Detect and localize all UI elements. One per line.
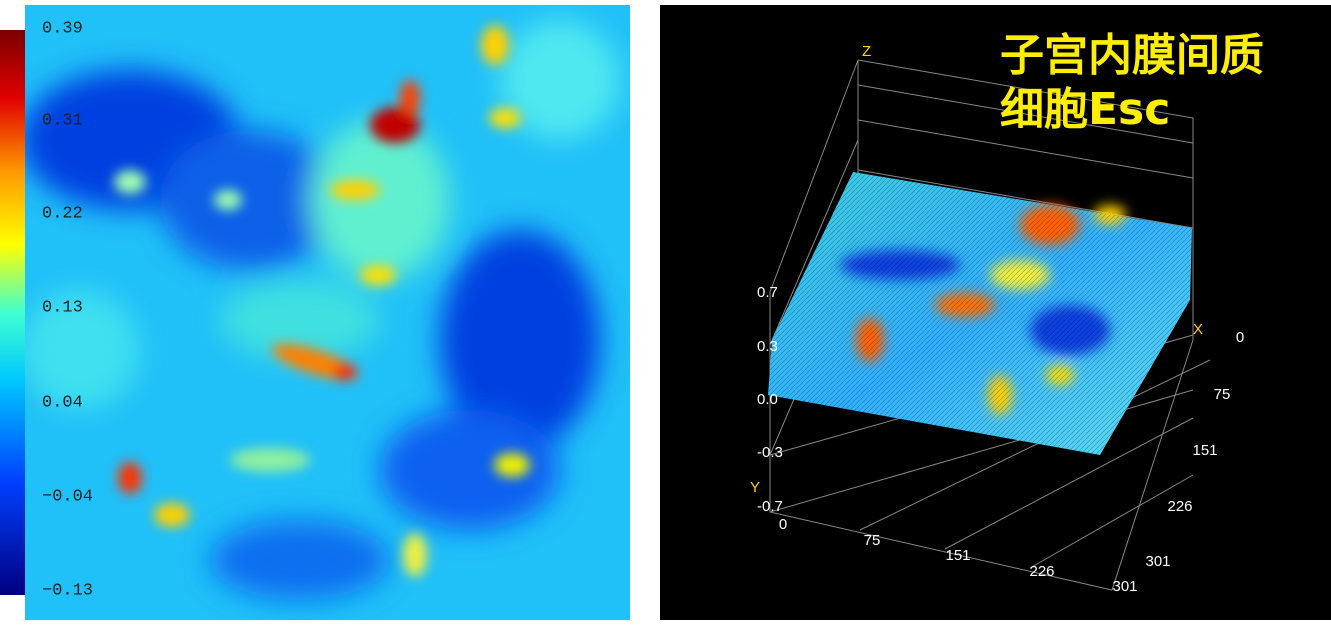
bottom-tick-label: 75 bbox=[864, 532, 881, 549]
z-tick-label: -0.3 bbox=[757, 444, 783, 461]
surface-labels: 子宫内膜间质细胞EscZYX0.70.30.0-0.3-0.7075151226… bbox=[750, 30, 1264, 595]
colorbar-tick-label: 0.22 bbox=[42, 204, 83, 223]
axis-label: Z bbox=[862, 43, 871, 60]
bottom-tick-label: 301 bbox=[1112, 578, 1137, 595]
z-tick-label: 0.7 bbox=[757, 284, 778, 301]
z-tick-label: 0.3 bbox=[757, 338, 778, 355]
heatmap bbox=[25, 5, 630, 620]
side-tick-label: 301 bbox=[1145, 553, 1170, 570]
bottom-tick-label: 226 bbox=[1029, 563, 1054, 580]
colorbar-tick-label: 0.13 bbox=[42, 298, 83, 317]
title-line: 子宫内膜间质 bbox=[1000, 30, 1264, 81]
colorbar-tick-label: −0.13 bbox=[42, 581, 93, 600]
side-tick-label: 151 bbox=[1192, 442, 1217, 459]
side-tick-label: 226 bbox=[1167, 498, 1192, 515]
side-tick-label: 0 bbox=[1236, 329, 1244, 346]
colorbar-tick-label: 0.04 bbox=[42, 393, 83, 412]
surface bbox=[768, 172, 1192, 455]
side-tick-label: 75 bbox=[1214, 386, 1231, 403]
title-line: 细胞Esc bbox=[1000, 84, 1170, 135]
colorbar-tick-label: 0.31 bbox=[42, 111, 83, 130]
colorbar-ticks: 0.39 0.31 0.22 0.13 0.04 −0.04 −0.13 bbox=[42, 19, 93, 600]
z-tick-label: -0.7 bbox=[757, 498, 783, 515]
axis-label: Y bbox=[750, 479, 760, 496]
z-tick-label: 0.0 bbox=[757, 391, 778, 408]
axis-label: X bbox=[1193, 321, 1203, 338]
colorbar bbox=[0, 30, 25, 595]
bottom-tick-label: 0 bbox=[779, 516, 787, 533]
colorbar-tick-label: 0.39 bbox=[42, 19, 83, 38]
colorbar-tick-label: −0.04 bbox=[42, 487, 93, 506]
bottom-tick-label: 151 bbox=[945, 547, 970, 564]
